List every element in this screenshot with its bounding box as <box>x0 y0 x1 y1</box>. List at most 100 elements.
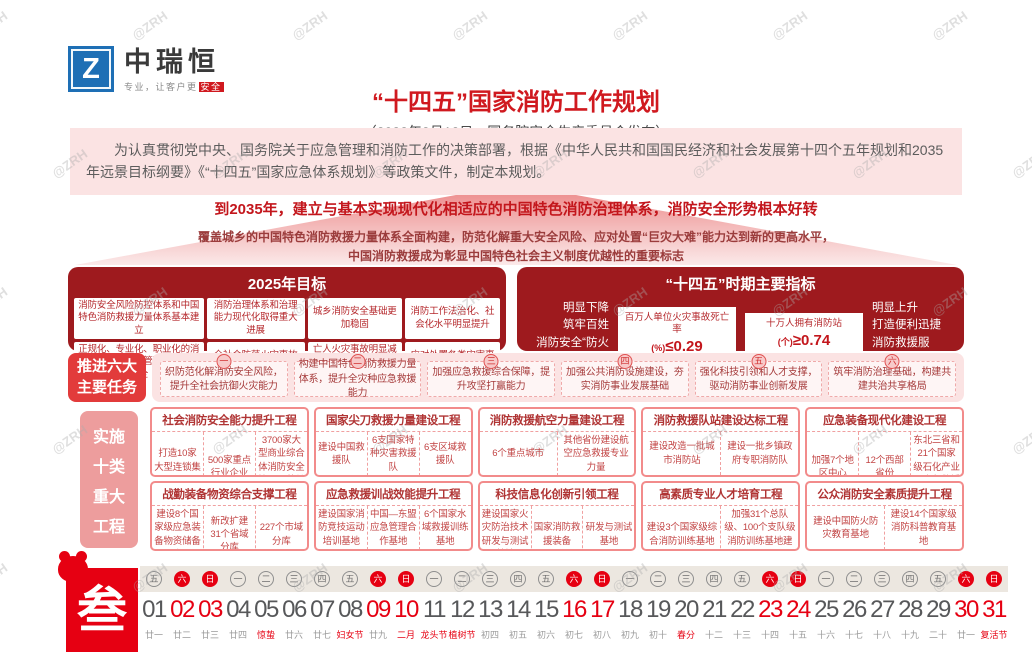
day-lunar-label: 廿一 <box>144 630 163 640</box>
project-detail: 建设3个国家级综合消防训练基地 <box>646 522 717 547</box>
project-detail: 500家重点行业企业 <box>202 432 255 475</box>
day-lunar-label: 十六 <box>816 630 835 640</box>
weekday-badge: 三 <box>874 571 890 587</box>
task-text: 加强应急救援综合保障，提升攻坚打赢能力 <box>432 366 550 393</box>
watermark: @ZRH <box>929 8 971 43</box>
calendar-day: 五 15 初六 <box>532 566 560 641</box>
project-title: 应急装备现代化建设工程 <box>807 409 962 432</box>
watermark: @ZRH <box>289 8 331 43</box>
weekday-badge: 五 <box>146 571 162 587</box>
project-card: 社会消防安全能力提升工程 打造10家大型连锁集团 500家重点行业企业 3700… <box>150 407 309 477</box>
calendar-day: 三 06 廿六 <box>280 566 308 641</box>
indicator-note-line: 明显上升 <box>872 302 918 314</box>
calendar-day: 六 09 廿九 <box>364 566 392 641</box>
project-detail: 东北三省和21个国家级石化产业园应急救援装备建设 <box>910 432 962 475</box>
calendar-day: 二 12 植树节 <box>448 566 476 641</box>
vision-block: 到2035年，建立与基本实现现代化相适应的中国特色消防治理体系，消防安全形势根本… <box>0 198 1032 265</box>
day-number: 18 <box>618 596 643 623</box>
calendar-day: 六 02 廿二 <box>168 566 196 641</box>
day-lunar-label: 初五 <box>508 630 527 640</box>
indicators-panel: “十四五”时期主要指标 明显下降 筑牢百姓 消防安全“防火墙” 百万人单位火灾事… <box>517 267 964 366</box>
goal-item: 消防治理体系和治理能力现代化取得重大进展 <box>206 298 305 340</box>
day-number: 28 <box>898 596 923 623</box>
day-lunar-label: 廿二 <box>172 630 191 640</box>
calendar-day: 一 18 初九 <box>616 566 644 641</box>
weekday-badge: 日 <box>398 571 414 587</box>
task-number-badge: 一 <box>216 354 232 369</box>
goal-item-text: 消防治理体系和治理能力现代化取得重大进展 <box>213 300 298 336</box>
day-number: 31 <box>982 596 1007 623</box>
project-detail: 加强31个总队级、100个支队级消防训练基地建设 <box>720 506 798 549</box>
day-number: 07 <box>310 596 335 623</box>
project-detail: 建设改造一批城市消防站 <box>649 441 715 466</box>
day-number: 15 <box>534 596 559 623</box>
projects-label-line: 重大 <box>92 488 125 506</box>
calendar-days: 五 01 廿一 六 02 廿二 日 03 廿三 一 <box>140 566 1008 641</box>
day-number: 11 <box>423 596 446 623</box>
task-number-badge: 五 <box>751 354 767 369</box>
calendar-day: 四 07 廿七 <box>308 566 336 641</box>
project-cells: 建设3个国家级综合消防训练基地 加强31个总队级、100个支队级消防训练基地建设 <box>643 506 798 549</box>
day-number: 12 <box>450 596 475 623</box>
day-number: 03 <box>198 596 223 623</box>
metric-label: 百万人单位火灾事故死亡率 <box>624 311 730 335</box>
project-detail: 研发与测试基地 <box>582 506 634 549</box>
projects-section-label: 实施 十类 重大 工程 <box>80 411 138 548</box>
project-detail: 建设国家火灾防治技术研发与测试基地 <box>481 509 529 549</box>
tagline-red: 安全 <box>198 82 224 93</box>
watermark: @ZRH <box>0 8 11 43</box>
calendar-day: 日 17 初八 <box>588 566 616 641</box>
day-lunar-label: 十四 <box>760 630 779 640</box>
weekday-badge: 一 <box>818 571 834 587</box>
metric-unit: (%) <box>651 343 666 354</box>
project-detail: 6个国家水域救援训练基地 <box>418 506 471 549</box>
intro-paragraph: 为认真贯彻党中央、国务院关于应急管理和消防工作的决策部署，根据《中华人民共和国国… <box>70 128 962 195</box>
calendar-day: 四 21 十二 <box>700 566 728 641</box>
task-item: 五 强化科技引领和人才支撑，驱动消防事业创新发展 <box>694 354 823 397</box>
project-card: 国家尖刀救援力量建设工程 建设中国救援队 6支国家特种灾害救援队 6支区域救援队 <box>313 407 473 477</box>
project-detail: 打造10家大型连锁集团 <box>154 448 201 475</box>
day-lunar-label: 十五 <box>788 630 807 640</box>
project-card: 应急救援训战效能提升工程 建设国家消防竞技运动培训基地 中国—东盟应急管理合作基… <box>313 481 473 551</box>
project-title: 社会消防安全能力提升工程 <box>152 409 307 432</box>
weekday-badge: 三 <box>482 571 498 587</box>
day-lunar-label: 惊蛰 <box>256 630 275 640</box>
day-number: 21 <box>702 596 727 623</box>
weekday-badge: 三 <box>286 571 302 587</box>
vision-headline: 到2035年，建立与基本实现现代化相适应的中国特色消防治理体系，消防安全形势根本… <box>214 201 818 218</box>
task-item: 三 加强应急救援综合保障，提升攻坚打赢能力 <box>427 354 556 397</box>
goals-2025-panel: 2025年目标 消防安全风险防控体系和中国特色消防救援力量体系基本建立 消防治理… <box>68 267 506 384</box>
day-number: 19 <box>646 596 671 623</box>
day-number: 14 <box>506 596 531 623</box>
metric-number: ≥0.74 <box>792 332 831 350</box>
weekday-badge: 二 <box>846 571 862 587</box>
day-lunar-label: 复活节 <box>980 630 1008 640</box>
calendar-day: 一 25 十六 <box>812 566 840 641</box>
indicators-title: “十四五”时期主要指标 <box>665 276 816 293</box>
calendar-day: 五 08 妇女节 <box>336 566 364 641</box>
day-number: 16 <box>562 596 587 623</box>
day-lunar-label: 十九 <box>900 630 919 640</box>
projects-row-2: 战勤装备物资综合支撑工程 建设8个国家级应急装备物资储备库 新改扩建31个省域分… <box>150 481 964 551</box>
projects-label-line: 十类 <box>92 458 125 476</box>
project-title: 科技信息化创新引领工程 <box>479 483 635 506</box>
day-number: 17 <box>590 596 615 623</box>
project-detail: 227个市域分库 <box>254 506 307 549</box>
project-cells: 6个重点城市 其他省份建设航空应急救援专业力量 <box>480 432 635 475</box>
goals-indicators-section: 2025年目标 消防安全风险防控体系和中国特色消防救援力量体系基本建立 消防治理… <box>68 267 964 384</box>
task-item: 二 构建中国特色消防救援力量体系，提升全灾种应急救援能力 <box>293 354 422 399</box>
task-item: 一 织防范化解消防安全风险，提升全社会抗御火灾能力 <box>160 354 288 397</box>
watermark: @ZRH <box>449 8 491 43</box>
weekday-badge: 二 <box>258 571 274 587</box>
project-cells: 建设国家火灾防治技术研发与测试基地 国家消防救援装备 研发与测试基地 <box>480 506 635 549</box>
weekday-badge: 日 <box>594 571 610 587</box>
vision-subtext-line1: 覆盖城乡的中国特色消防救援力量体系全面构建，防范化解重大安全风险、应对处置“巨灾… <box>197 230 834 244</box>
day-number: 05 <box>254 596 279 623</box>
day-number: 29 <box>926 596 951 623</box>
calendar-day: 日 31 复活节 <box>980 566 1008 641</box>
day-lunar-label: 初四 <box>480 630 499 640</box>
watermark: @ZRH <box>129 8 171 43</box>
project-detail: 新改扩建31个省域分库 <box>202 506 255 549</box>
weekday-badge: 五 <box>930 571 946 587</box>
day-lunar-label: 廿七 <box>312 630 331 640</box>
